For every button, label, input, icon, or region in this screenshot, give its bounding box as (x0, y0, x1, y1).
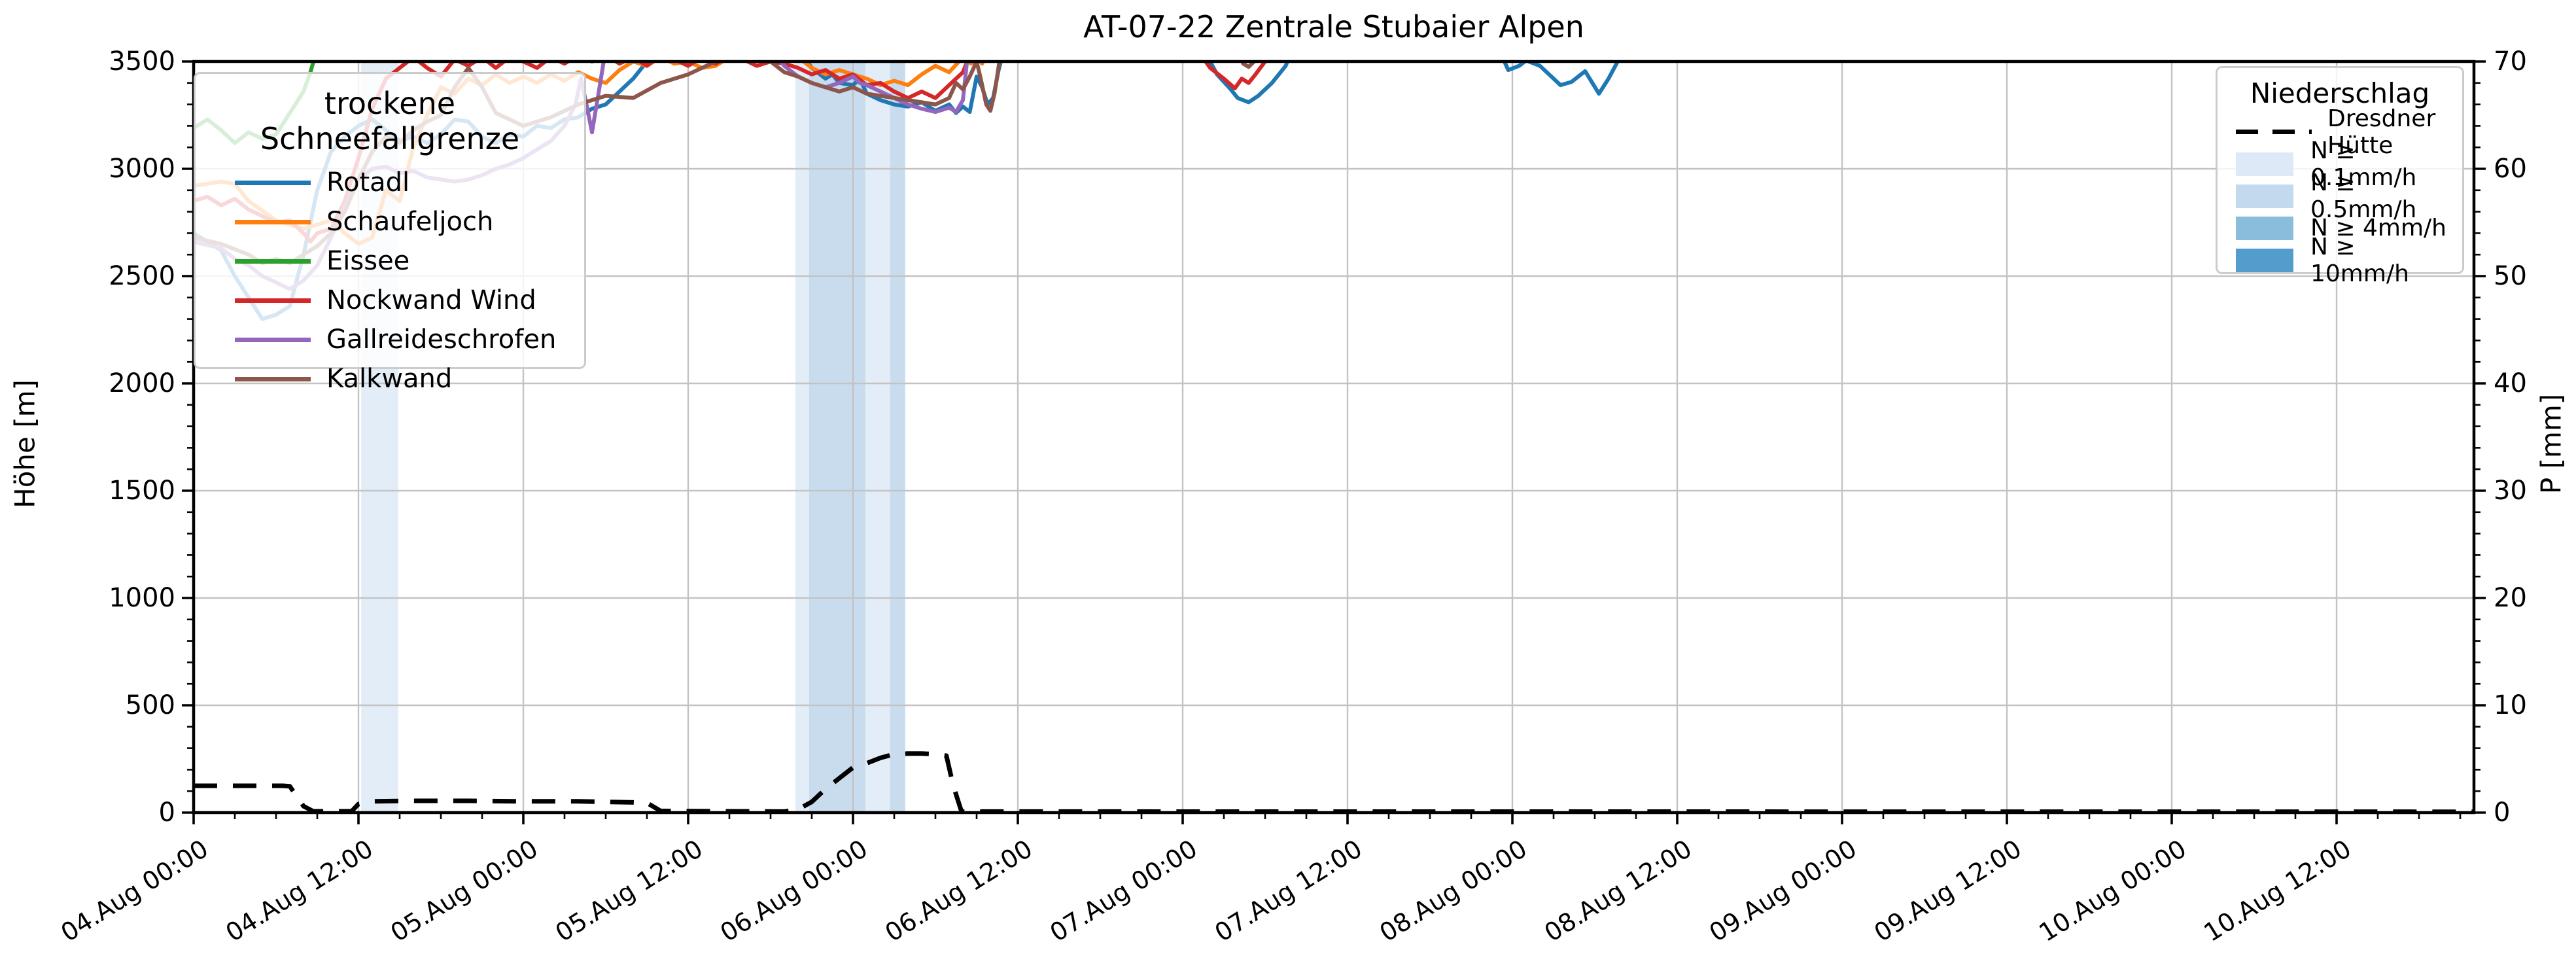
precip-band (890, 62, 905, 813)
x-tick-label: 07.Aug 12:00 (1210, 834, 1367, 947)
y-left-tick-label: 1000 (109, 583, 175, 613)
y-axis-label-right: P [mm] (2535, 393, 2567, 495)
y-left-tick-label: 2500 (109, 261, 175, 291)
x-tick-label: 09.Aug 12:00 (1869, 834, 2027, 947)
y-right-tick-label: 60 (2494, 154, 2527, 184)
legend-item-gallreideschrofen: Gallreideschrofen (209, 320, 571, 359)
line-swatch (235, 298, 311, 303)
x-tick-label: 04.Aug 12:00 (220, 834, 378, 947)
y-left-tick-label: 500 (126, 690, 175, 720)
line-swatch (235, 219, 311, 224)
legend-item-rotadl: Rotadl (209, 163, 571, 202)
x-tick-label: 05.Aug 12:00 (550, 834, 708, 947)
y-right-tick-label: 30 (2494, 476, 2527, 506)
y-right-tick-label: 70 (2494, 46, 2527, 77)
y-right-tick-label: 40 (2494, 368, 2527, 398)
y-left-tick-label: 2000 (109, 368, 175, 398)
legend-precip: Niederschlag Dresdner Hütte N ≥ 0.1mm/h … (2216, 66, 2464, 287)
legend-item-n10: N ≥ 10mm/h (2228, 234, 2452, 287)
legend-item-n01: N ≥ 0.1mm/h (2228, 137, 2452, 191)
legend-item-schaufeljoch: Schaufeljoch (209, 202, 571, 241)
chart-title: AT-07-22 Zentrale Stubaier Alpen (1083, 9, 1584, 44)
y-left-tick-label: 0 (159, 798, 175, 828)
legend-item-n05: N ≥ 0.5mm/h (2228, 169, 2452, 223)
x-tick-label: 07.Aug 00:00 (1045, 834, 1202, 947)
legend-item-kalkwand: Kalkwand (209, 359, 571, 398)
x-tick-label: 09.Aug 00:00 (1704, 834, 1862, 947)
y-axis-label-left: Höhe [m] (9, 379, 41, 508)
x-tick-label: 10.Aug 00:00 (2034, 834, 2191, 947)
x-tick-label: 06.Aug 00:00 (715, 834, 873, 947)
x-tick-label: 08.Aug 12:00 (1539, 834, 1697, 947)
dashed-line-swatch (2236, 130, 2312, 134)
patch-swatch (2236, 216, 2293, 240)
patch-swatch (2236, 152, 2293, 176)
legend-precip-title: Niederschlag (2250, 77, 2430, 109)
legend-item-eissee: Eissee (209, 241, 571, 281)
y-right-tick-label: 10 (2494, 690, 2527, 720)
line-swatch (235, 180, 311, 185)
series-dresdner-h-tte (194, 751, 2474, 813)
patch-swatch (2236, 248, 2293, 272)
line-swatch (235, 337, 311, 342)
x-tick-label: 10.Aug 12:00 (2199, 834, 2356, 947)
y-right-tick-label: 50 (2494, 261, 2527, 291)
x-tick-label: 04.Aug 00:00 (56, 834, 213, 947)
line-swatch (235, 258, 311, 264)
legend-snowline: trockene Schneefallgrenze Rotadl Schaufe… (194, 72, 586, 394)
x-tick-label: 08.Aug 00:00 (1374, 834, 1532, 947)
y-left-tick-label: 3500 (109, 46, 175, 77)
legend-item-n4: N ≥ 4mm/h (2228, 212, 2452, 244)
axes-frame (192, 60, 2476, 815)
legend-snowline-title: trockene Schneefallgrenze (260, 86, 520, 156)
y-left-tick-label: 1500 (109, 476, 175, 506)
y-right-tick-label: 20 (2494, 583, 2527, 613)
patch-swatch (2236, 184, 2293, 208)
precip-band (809, 62, 865, 813)
legend-item-nockwand-wind: Nockwand Wind (209, 281, 571, 320)
x-tick-label: 05.Aug 00:00 (385, 834, 543, 947)
y-left-tick-label: 3000 (109, 154, 175, 184)
y-right-tick-label: 0 (2494, 798, 2510, 828)
legend-item-dresdner-huette: Dresdner Hütte (2228, 105, 2452, 159)
line-swatch (235, 376, 311, 381)
x-tick-label: 06.Aug 12:00 (880, 834, 1037, 947)
